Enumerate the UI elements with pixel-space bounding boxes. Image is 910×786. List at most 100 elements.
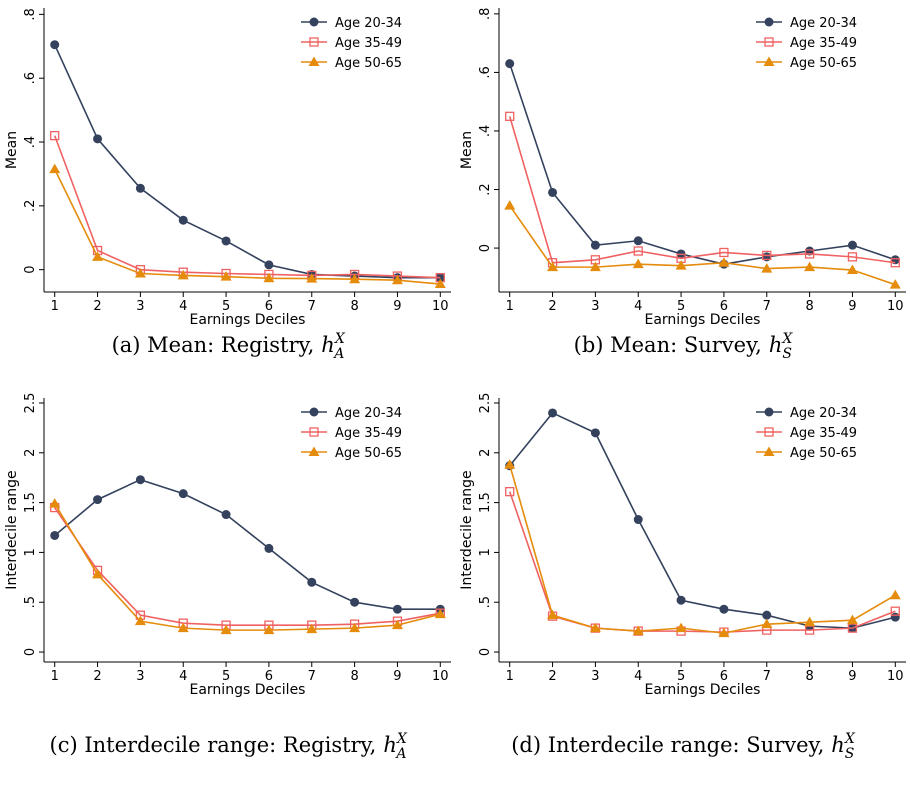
y-tick-label: 1.5 (478, 492, 493, 513)
y-tick-label: .5 (478, 596, 493, 608)
x-tick-label: 6 (265, 669, 273, 684)
marker (589, 261, 601, 272)
marker (391, 274, 403, 285)
marker (220, 271, 232, 281)
x-tick-label: 8 (350, 669, 358, 684)
y-tick-label: .5 (23, 596, 38, 608)
caption-text: (a) Mean: Registry, (112, 333, 315, 357)
legend-marker (764, 17, 774, 27)
y-tick-label: 0 (23, 648, 38, 656)
x-tick-label: 7 (308, 669, 316, 684)
marker (221, 510, 231, 520)
marker (392, 604, 402, 614)
x-tick-label: 4 (179, 299, 187, 314)
x-tick-label: 8 (350, 299, 358, 314)
marker (590, 240, 600, 250)
x-tick-label: 6 (265, 299, 273, 314)
series-line (508, 464, 896, 634)
legend-label: Age 20-34 (790, 406, 857, 421)
marker (633, 515, 643, 525)
marker (547, 609, 559, 620)
marker (547, 261, 559, 272)
series-line (508, 116, 896, 264)
legend-label: Age 20-34 (335, 406, 402, 421)
x-tick-label: 1 (506, 299, 514, 314)
legend-marker (764, 427, 774, 437)
legend-marker (309, 427, 319, 437)
series-line (53, 168, 441, 285)
marker (221, 236, 231, 246)
marker (548, 408, 558, 418)
y-tick-label: 2.5 (478, 393, 493, 414)
y-tick-label: 2.5 (23, 393, 38, 414)
x-tick-label: 9 (393, 669, 401, 684)
x-tick-label: 3 (136, 299, 144, 314)
y-tick-label: .8 (23, 8, 38, 20)
marker (178, 489, 188, 499)
x-tick-label: 7 (763, 299, 771, 314)
x-tick-label: 9 (848, 669, 856, 684)
legend-label: Age 35-49 (335, 36, 402, 51)
marker (761, 618, 773, 629)
y-axis-label: Mean (4, 131, 20, 169)
marker (589, 622, 601, 633)
x-tick-label: 8 (805, 669, 813, 684)
x-tick-label: 5 (222, 299, 230, 314)
x-tick-label: 1 (51, 299, 59, 314)
legend-marker (764, 37, 774, 47)
y-tick-label: 0 (23, 266, 38, 274)
marker (847, 240, 857, 250)
y-axis-label: Interdecile range (459, 470, 475, 589)
marker (49, 163, 61, 174)
marker (391, 619, 403, 630)
marker (890, 606, 900, 616)
legend-marker (309, 407, 319, 417)
marker (762, 250, 772, 261)
x-tick-label: 6 (720, 669, 728, 684)
marker (93, 495, 103, 505)
legend-marker (763, 446, 775, 456)
y-tick-label: 0 (478, 244, 493, 252)
y-axis-label: Mean (459, 131, 475, 169)
marker (92, 251, 104, 261)
x-tick-label: 10 (432, 299, 449, 314)
legend-label: Age 35-49 (335, 426, 402, 441)
caption: (b) Mean: Survey, hX S (574, 331, 794, 362)
marker (590, 428, 600, 438)
caption-text: (d) Interdecile range: Survey, (511, 733, 824, 757)
series-line (509, 411, 896, 629)
caption: (d) Interdecile range: Survey, hX S (511, 731, 856, 762)
caption-text: (b) Mean: Survey, (574, 333, 762, 357)
y-tick-label: .4 (478, 125, 493, 137)
x-tick-label: 2 (93, 299, 101, 314)
marker (846, 264, 858, 275)
marker (263, 272, 275, 283)
marker (846, 614, 858, 625)
caption-sub: A (332, 346, 344, 362)
x-tick-label: 10 (887, 299, 904, 314)
x-axis-label: Earnings Deciles (190, 312, 306, 328)
marker (504, 200, 516, 210)
marker (264, 260, 274, 270)
x-tick-label: 3 (591, 669, 599, 684)
x-tick-label: 3 (591, 299, 599, 314)
marker (632, 258, 644, 269)
legend-marker (308, 56, 320, 66)
marker (434, 608, 446, 619)
marker (50, 530, 60, 540)
marker (505, 59, 515, 69)
x-tick-label: 4 (179, 669, 187, 684)
series-line (53, 44, 441, 279)
marker (135, 183, 145, 193)
x-tick-label: 6 (720, 299, 728, 314)
legend-label: Age 50-65 (335, 56, 402, 71)
marker (50, 40, 60, 50)
y-tick-label: .2 (478, 183, 493, 195)
marker (134, 267, 146, 278)
series-line (508, 491, 896, 633)
marker (307, 577, 317, 587)
marker (632, 625, 644, 636)
x-tick-label: 9 (393, 299, 401, 314)
marker (676, 595, 686, 605)
